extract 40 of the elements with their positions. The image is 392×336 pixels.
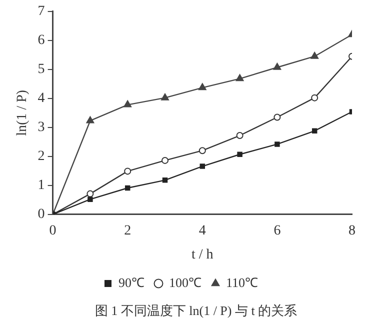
point (88, 196, 93, 202)
legend-label: 100℃ (168, 274, 202, 290)
point (86, 190, 94, 198)
point (312, 128, 318, 134)
legend-label: 110℃ (226, 274, 258, 290)
point (310, 52, 319, 59)
y-tick-label: 1 (38, 178, 45, 194)
point (124, 168, 132, 175)
y-axis-title: ln(1 / P) (15, 90, 30, 136)
y-tick-label: 3 (38, 120, 45, 136)
point (124, 185, 130, 191)
point (86, 116, 94, 124)
text: 图 1 不同温度下 ln(1 / P) 与 t 的关系 (94, 302, 298, 320)
point (237, 152, 242, 157)
y-tick-label: 0 (38, 207, 45, 222)
x-tick-label: 2 (124, 223, 132, 238)
point (274, 114, 281, 121)
point (311, 94, 318, 102)
point (198, 83, 206, 90)
point (200, 164, 206, 169)
point (273, 62, 282, 70)
point (124, 100, 132, 108)
point (236, 132, 244, 140)
y-tick-label: 4 (38, 91, 45, 106)
y-tick-label: 7 (38, 4, 45, 20)
y-tick-label: 5 (38, 62, 45, 78)
point (162, 178, 168, 183)
x-tick-label: 0 (49, 223, 56, 238)
point (162, 156, 168, 164)
y-tick-label: 6 (38, 33, 45, 48)
point (236, 74, 244, 82)
legend-label: 90℃ (118, 274, 144, 290)
point (274, 142, 280, 147)
x-tick-label: 8 (348, 223, 356, 238)
x-axis-title: t / h (192, 247, 214, 262)
x-tick-label: 4 (198, 223, 206, 238)
point (198, 147, 206, 154)
x-tick-label: 6 (274, 223, 281, 238)
y-tick-label: 2 (38, 149, 45, 164)
point (161, 93, 169, 100)
